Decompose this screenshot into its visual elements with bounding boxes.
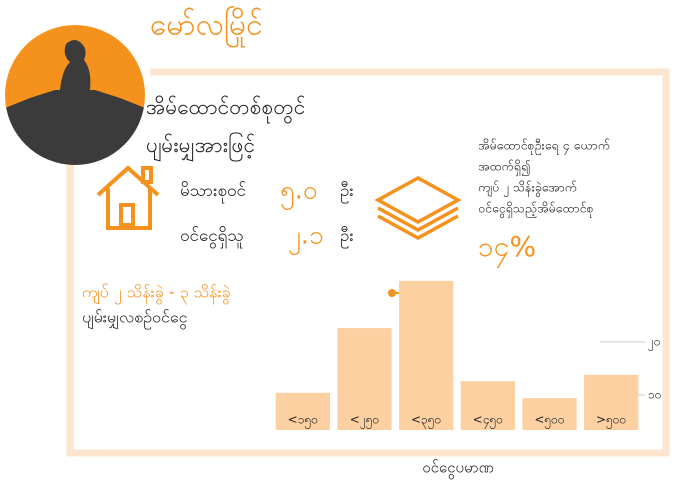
x-tick-label: <၅၀၀ [534,413,564,430]
stat-label: ဝင်ငွေရှိသူ [180,226,244,249]
side-note: အထက်ရှိ၍ [478,159,531,177]
stat-number: ၂.၁ [288,221,324,256]
title: မော်လမြိုင် [150,6,263,49]
y-tick-label: ၁၀ [648,387,662,401]
stat-label: မိသားစုဝင် [180,181,246,204]
side-percent: ၁၄% [478,230,536,269]
intro-line: အိမ်ထောင်တစ်စုတွင် [146,94,305,125]
x-tick-label: <၄၅၀ [473,413,503,430]
bar [399,280,454,430]
x-tick-label: <၃၅၀ [411,413,441,430]
bar [460,381,515,430]
x-tick-label: <၂၅၀ [350,413,379,430]
stat-unit: ဦး [340,226,354,249]
pointer-dot [388,289,396,297]
stat-number: ၅.၀ [280,176,318,211]
x-tick-label: >၅၀၀ [596,413,626,430]
frame [66,68,670,457]
bar [584,374,639,430]
bar [522,398,577,430]
bar [337,328,392,430]
intro-line: ပျမ်းမျှအားဖြင့် [146,131,255,162]
money-icon [374,176,462,240]
stat-unit: ဦး [340,181,354,204]
bar [275,392,330,430]
side-note: ဝင်ငွေရှိသည့်အိမ်ထောင်စု [478,201,594,219]
emblem [5,25,145,165]
x-tick-label: <၁၅၀ [288,413,318,430]
side-note: အိမ်ထောင်စုဦးရေ ၄ ယောက် [478,138,610,156]
annotation: ကျပ် ၂ သိန်းခွဲ - ၃ သိန်းခွဲ [82,283,231,305]
x-axis-label: ဝင်ငွေပမာဏ [422,459,494,480]
house-icon [96,165,160,230]
y-tick-label: ၂၀ [648,334,661,351]
side-note: ကျပ် ၂ သိန်းခွဲအောက် [478,180,577,198]
annotation: ပျမ်းမျှလစဉ်ဝင်ငွေ [82,308,188,330]
